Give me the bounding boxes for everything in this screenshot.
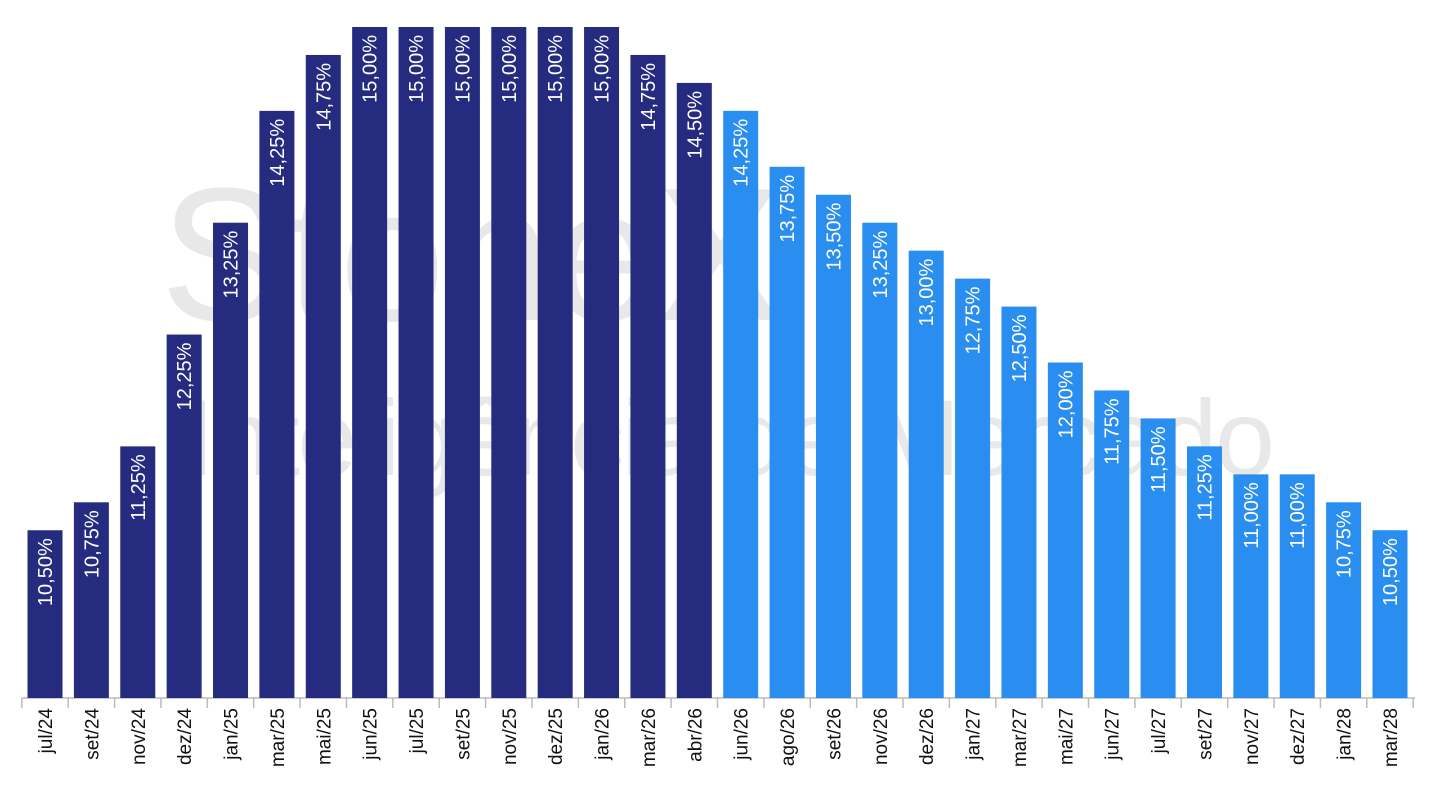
- bar: [1001, 306, 1037, 698]
- value-label: 12,75%: [963, 286, 985, 354]
- bar: [1279, 474, 1315, 698]
- x-tick-label: jun/26: [732, 708, 753, 761]
- x-tick-label: jan/28: [1335, 708, 1356, 761]
- value-label: 12,00%: [1055, 370, 1077, 438]
- bar: [213, 222, 249, 699]
- bar: [259, 110, 295, 698]
- bar: [1094, 390, 1130, 698]
- bar: [769, 166, 805, 698]
- x-tick-label: dez/27: [1288, 708, 1309, 765]
- bar: [955, 278, 991, 698]
- value-label: 15,00%: [406, 35, 428, 103]
- value-label: 11,00%: [1241, 482, 1263, 549]
- bar: [584, 27, 620, 698]
- value-label: 14,75%: [313, 63, 335, 131]
- bar: [1372, 530, 1408, 698]
- x-tick-label: nov/25: [500, 708, 521, 765]
- value-label: 13,75%: [777, 175, 799, 243]
- bar: [1140, 418, 1176, 698]
- value-label: 15,00%: [452, 35, 474, 103]
- x-tick-label: nov/27: [1242, 708, 1263, 765]
- value-label: 15,00%: [592, 35, 614, 103]
- bar: [676, 82, 712, 698]
- x-tick-label: jun/25: [361, 708, 382, 761]
- bar: [444, 27, 480, 698]
- value-label: 11,50%: [1148, 426, 1170, 493]
- x-tick-label: mai/27: [1056, 708, 1077, 765]
- bar: [73, 502, 109, 698]
- x-tick-label: jan/25: [222, 708, 243, 761]
- x-tick-label: jan/26: [593, 708, 614, 761]
- value-label: 14,75%: [638, 63, 660, 131]
- bar: [1233, 474, 1269, 698]
- x-tick-label: dez/26: [917, 708, 938, 765]
- bar: [398, 27, 434, 698]
- bar: [1326, 502, 1362, 698]
- x-tick-label: abr/26: [685, 708, 706, 762]
- value-label: 11,25%: [1194, 454, 1216, 521]
- x-tick-label: jul/24: [36, 708, 57, 755]
- bar: [352, 27, 388, 698]
- x-tick-label: dez/24: [175, 708, 196, 765]
- x-tick-label: set/25: [453, 708, 474, 760]
- bar: [862, 222, 898, 699]
- x-tick-label: jul/27: [1149, 708, 1170, 754]
- value-label: 15,00%: [499, 35, 521, 103]
- x-tick-label: jan/27: [964, 708, 985, 761]
- bar: [630, 54, 666, 699]
- value-label: 15,00%: [545, 35, 567, 103]
- value-label: 13,25%: [870, 231, 892, 299]
- x-tick-label: mar/27: [1010, 708, 1031, 767]
- bar: [815, 194, 851, 698]
- value-label: 13,25%: [221, 231, 243, 299]
- value-label: 14,50%: [684, 91, 706, 159]
- bar: [305, 54, 341, 699]
- x-tick-label: nov/26: [871, 708, 892, 765]
- x-tick-label: nov/24: [129, 708, 150, 765]
- value-label: 14,25%: [267, 119, 289, 187]
- x-tick-label: mai/25: [314, 708, 335, 765]
- x-tick-label: jun/27: [1103, 708, 1124, 761]
- value-label: 13,50%: [823, 203, 845, 271]
- bar: [537, 27, 573, 698]
- bar: [166, 334, 202, 698]
- value-label: 11,75%: [1102, 398, 1124, 465]
- x-tick-label: set/24: [82, 708, 103, 760]
- bar: [1186, 446, 1222, 698]
- bar: [27, 530, 63, 698]
- value-label: 10,75%: [1334, 510, 1356, 578]
- value-label: 12,25%: [174, 342, 196, 410]
- bar: [120, 446, 156, 698]
- value-label: 11,00%: [1287, 482, 1309, 549]
- value-label: 10,50%: [1380, 538, 1402, 606]
- value-label: 10,75%: [81, 510, 103, 578]
- x-tick-label: dez/25: [546, 708, 567, 765]
- value-label: 13,00%: [916, 258, 938, 326]
- x-tick-label: ago/26: [778, 708, 799, 766]
- value-label: 15,00%: [360, 35, 382, 103]
- x-tick-label: mar/25: [268, 708, 289, 767]
- bar: [491, 27, 527, 698]
- bar: [908, 250, 944, 698]
- x-tick-label: set/27: [1195, 708, 1216, 760]
- value-label: 14,25%: [731, 119, 753, 187]
- value-label: 11,25%: [128, 454, 150, 521]
- x-tick-label: jul/25: [407, 708, 428, 754]
- bar: [1047, 362, 1083, 698]
- x-tick-label: set/26: [824, 708, 845, 760]
- value-label: 10,50%: [35, 538, 57, 606]
- x-tick-label: mar/26: [639, 708, 660, 767]
- x-tick-label: mar/28: [1381, 708, 1402, 767]
- value-label: 12,50%: [1009, 314, 1031, 382]
- bar: [723, 110, 759, 698]
